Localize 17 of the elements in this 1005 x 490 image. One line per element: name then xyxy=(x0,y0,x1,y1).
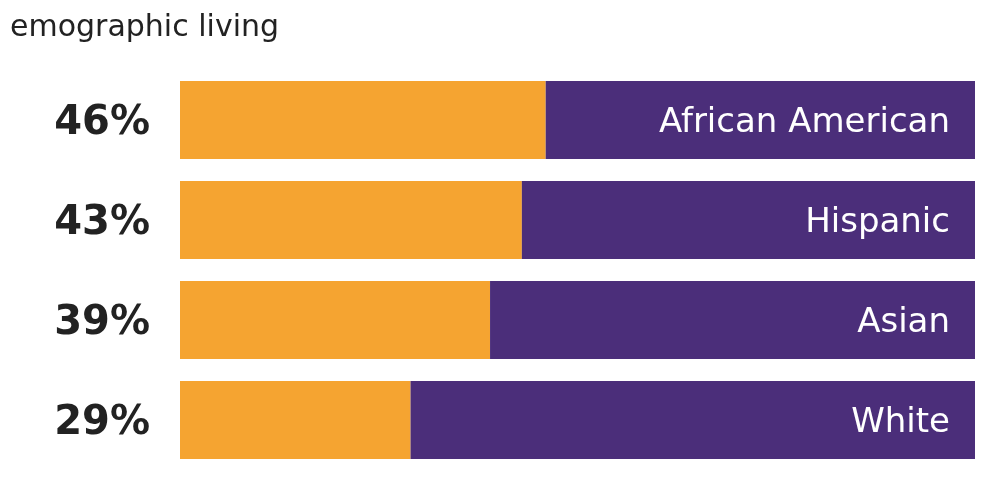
bar xyxy=(180,381,411,459)
y-tick-label: Hispanic xyxy=(805,200,950,240)
bar xyxy=(180,81,546,159)
y-tick-label: African American xyxy=(658,100,950,140)
data-label: 43% xyxy=(54,197,150,243)
y-tick-label: White xyxy=(851,400,950,440)
data-label: 46% xyxy=(54,97,150,143)
bar xyxy=(410,381,975,459)
bar xyxy=(545,81,975,159)
bar xyxy=(521,181,975,259)
data-label: 39% xyxy=(54,297,150,343)
bar xyxy=(180,281,491,359)
chart-title: emographic living xyxy=(10,7,280,43)
bar xyxy=(180,181,522,259)
data-label: 29% xyxy=(54,397,150,443)
bar xyxy=(490,281,975,359)
y-tick-label: Asian xyxy=(857,300,950,340)
